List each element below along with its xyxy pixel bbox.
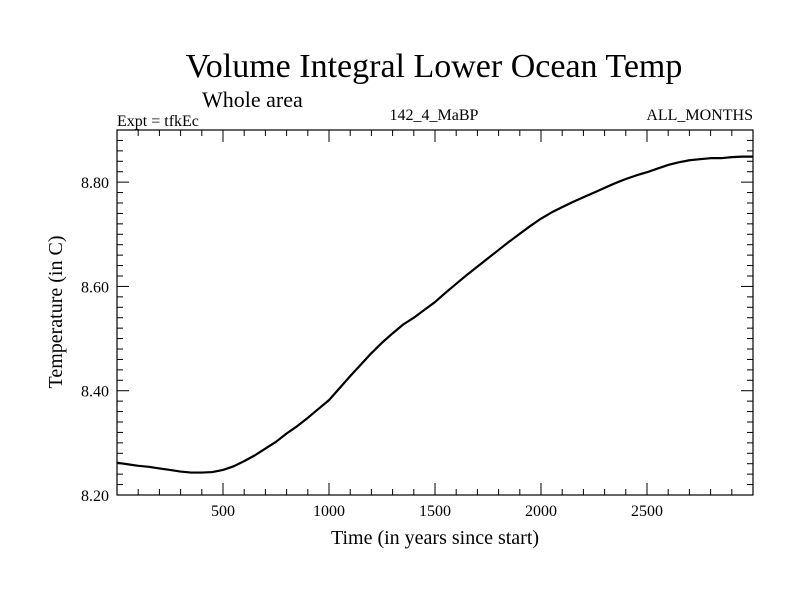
y-tick-label: 8.60 — [81, 279, 109, 296]
chart-title: Volume Integral Lower Ocean Temp — [186, 48, 683, 85]
period-label: 142_4_MaBP — [390, 107, 479, 124]
x-tick-label: 2500 — [631, 503, 663, 520]
x-tick-label: 1000 — [313, 503, 345, 520]
y-axis-label: Temperature (in C) — [45, 236, 67, 389]
experiment-label: Expt = tfkEc — [117, 113, 199, 130]
x-tick-label: 2000 — [525, 503, 557, 520]
x-tick-label: 1500 — [419, 503, 451, 520]
axis-tick-labels: 500 1000 1500 2000 2500 8.20 8.40 8.60 8.80 — [81, 175, 663, 520]
months-label: ALL_MONTHS — [646, 107, 753, 124]
chart-subtitle: Whole area — [202, 87, 303, 112]
plot-frame — [116, 129, 754, 496]
axis-ticks — [117, 130, 753, 495]
y-tick-label: 8.40 — [81, 384, 109, 401]
y-tick-label: 8.20 — [81, 488, 109, 505]
y-tick-label: 8.80 — [81, 175, 109, 192]
x-axis-label: Time (in years since start) — [331, 527, 539, 549]
x-tick-label: 500 — [211, 503, 235, 520]
series-line — [116, 155, 753, 474]
